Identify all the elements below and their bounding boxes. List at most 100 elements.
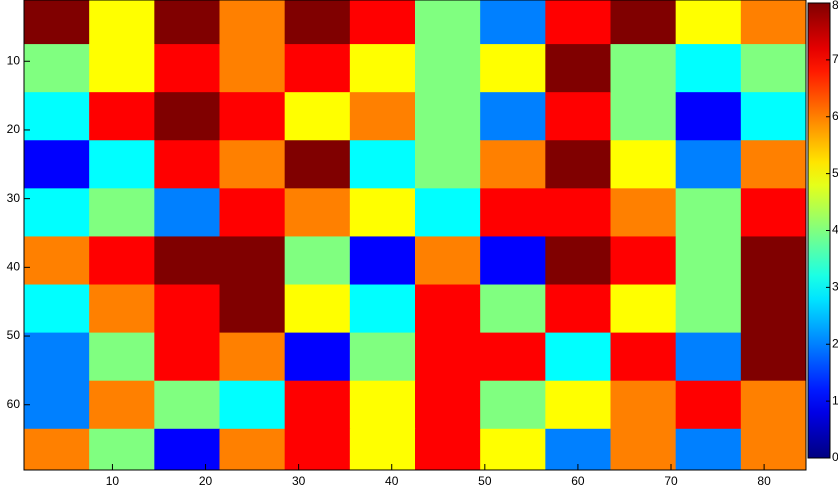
y-tick-label: 30	[7, 191, 21, 205]
heat-cell	[24, 44, 90, 93]
heat-cell	[349, 332, 416, 382]
heat-cell	[480, 428, 546, 470]
heat-cell	[349, 140, 416, 189]
heat-cell	[610, 140, 677, 189]
heat-cell	[675, 188, 742, 237]
heat-cell	[675, 0, 742, 45]
heat-cell	[89, 428, 155, 470]
heat-cell	[284, 140, 351, 189]
heat-cell	[349, 284, 416, 334]
colorbar-tick-label: 8	[832, 0, 838, 12]
heat-cell	[480, 236, 546, 286]
heat-cell	[154, 140, 220, 189]
heat-cell	[545, 284, 611, 334]
heat-cell	[154, 380, 220, 430]
colorbar-tick-label: 7	[832, 52, 838, 66]
plot-frame	[23, 0, 807, 471]
heat-cell	[610, 0, 677, 45]
x-tick-label: 60	[571, 474, 585, 488]
heat-cell	[415, 92, 481, 141]
heat-cell	[415, 188, 481, 237]
heat-cell	[24, 332, 90, 382]
heat-cell	[415, 236, 481, 286]
heat-cell	[480, 188, 546, 237]
heat-cell	[675, 92, 742, 141]
heat-cell	[740, 284, 806, 334]
heat-cell	[415, 0, 481, 45]
heat-cell	[740, 140, 806, 189]
heat-cell	[89, 284, 155, 334]
heat-cell	[219, 0, 286, 45]
heat-cell	[284, 284, 351, 334]
heat-cell	[675, 140, 742, 189]
heat-cell	[284, 0, 351, 45]
y-tick-label: 10	[7, 53, 21, 67]
heat-cell	[675, 332, 742, 382]
heat-cell	[480, 0, 546, 45]
heat-cell	[219, 284, 286, 334]
heat-cell	[89, 92, 155, 141]
colorbar-tick-label: 5	[832, 166, 838, 180]
heat-cell	[675, 428, 742, 470]
heat-cell	[284, 236, 351, 286]
x-tick-label: 30	[292, 474, 306, 488]
y-tick-label: 50	[7, 328, 21, 342]
heat-cell	[415, 332, 481, 382]
heat-cell	[219, 428, 286, 470]
heat-cell	[219, 380, 286, 430]
heat-cell	[24, 188, 90, 237]
colorbar-tick-label: 6	[832, 109, 838, 123]
heat-cell	[610, 188, 677, 237]
heat-cell	[415, 428, 481, 470]
heat-cell	[89, 332, 155, 382]
heat-cell	[154, 0, 220, 45]
heat-cell	[24, 284, 90, 334]
heat-cell	[610, 380, 677, 430]
heat-cell	[480, 140, 546, 189]
heat-cell	[284, 188, 351, 237]
heat-cell	[740, 92, 806, 141]
heat-cell	[740, 332, 806, 382]
heat-cell	[349, 428, 416, 470]
heat-cell	[349, 44, 416, 93]
y-tick-label: 20	[7, 122, 21, 136]
x-tick-label: 70	[664, 474, 678, 488]
heat-cell	[219, 140, 286, 189]
heat-cell	[675, 236, 742, 286]
heat-cell	[545, 380, 611, 430]
heat-cell	[675, 380, 742, 430]
heat-cell	[349, 0, 416, 45]
heat-cell	[219, 332, 286, 382]
heat-cell	[89, 188, 155, 237]
heat-cell	[480, 380, 546, 430]
heat-cell	[219, 92, 286, 141]
heat-cell	[24, 236, 90, 286]
heat-cell	[610, 332, 677, 382]
heat-cell	[545, 140, 611, 189]
heat-cell	[740, 188, 806, 237]
heat-cell	[740, 44, 806, 93]
heat-cell	[284, 92, 351, 141]
heat-cell	[154, 236, 220, 286]
heat-cell	[154, 188, 220, 237]
x-tick-label: 50	[478, 474, 492, 488]
heat-cell	[154, 92, 220, 141]
heat-cell	[284, 44, 351, 93]
heat-cell	[24, 92, 90, 141]
heat-cell	[545, 236, 611, 286]
heat-cell	[480, 332, 546, 382]
heat-cell	[415, 44, 481, 93]
heat-cell	[89, 140, 155, 189]
heat-cell	[545, 44, 611, 93]
x-tick-label: 80	[757, 474, 771, 488]
heat-cell	[284, 332, 351, 382]
colorbar-tick-label: 0	[832, 450, 838, 464]
heat-cell	[740, 428, 806, 470]
x-tick-label: 10	[106, 474, 120, 488]
colorbar-tick-label: 4	[832, 223, 838, 237]
heat-cell	[24, 0, 90, 45]
heat-cell	[219, 188, 286, 237]
heat-cell	[219, 236, 286, 286]
x-tick-label: 40	[385, 474, 399, 488]
